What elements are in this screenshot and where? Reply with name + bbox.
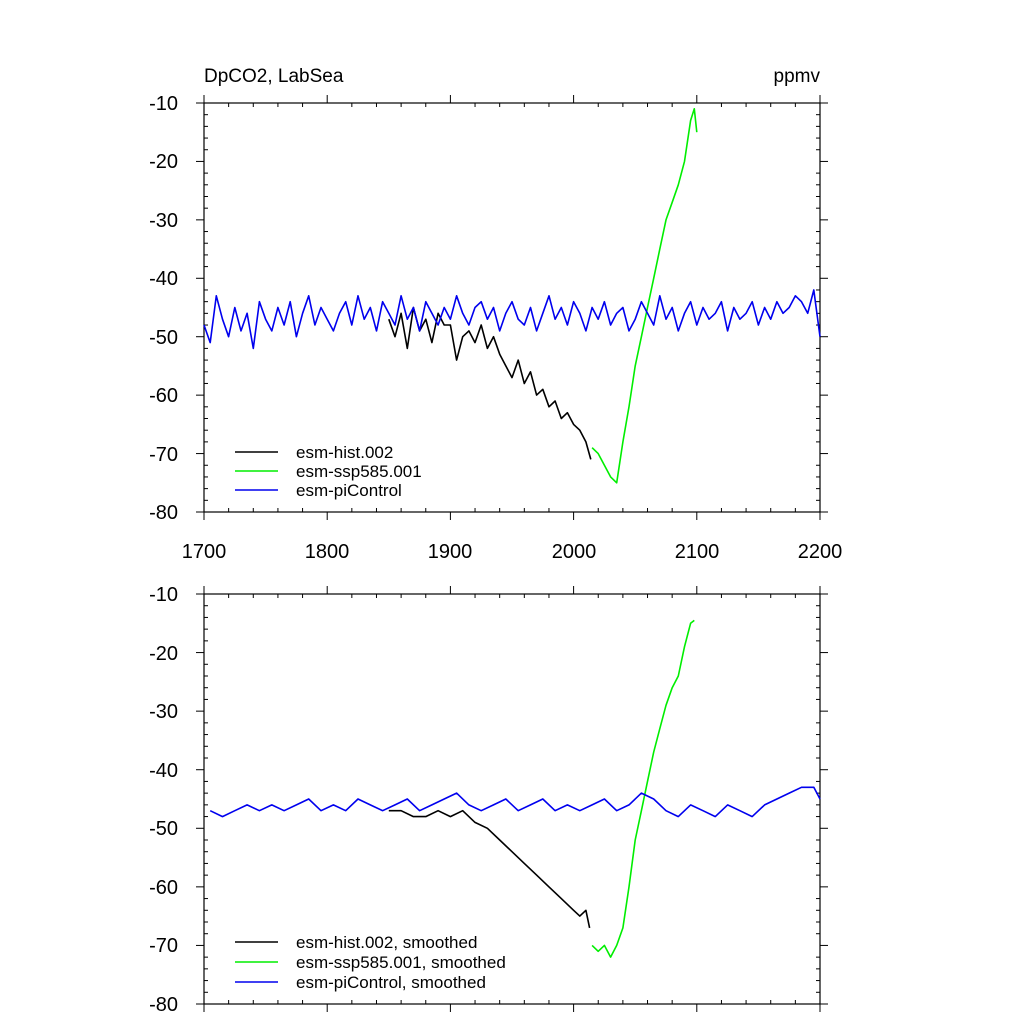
top-ytick-label: -40 (149, 268, 178, 290)
top-ytick-label: -60 (149, 385, 178, 407)
top-title: DpCO2, LabSea (204, 66, 344, 87)
bottom-ytick-label: -80 (149, 994, 178, 1016)
top-ytick-label: -50 (149, 327, 178, 349)
bottom-legend: esm-hist.002, smoothed esm-ssp585.001, s… (235, 933, 506, 992)
top-ytick-label: -10 (149, 93, 178, 115)
legend-label-esm-hist-smoothed: esm-hist.002, smoothed (296, 933, 477, 952)
top-xtick-label: 2100 (675, 541, 720, 563)
top-axis-ticks (196, 95, 828, 520)
top-panel: DpCO2, LabSea ppmv -10 -20 -30 -40 -50 -… (149, 66, 842, 563)
top-legend: esm-hist.002 esm-ssp585.001 esm-piContro… (235, 443, 422, 500)
top-series-line-esm-hist-002 (388, 306, 592, 460)
bottom-ytick-label: -60 (149, 877, 178, 899)
top-xtick-label: 2000 (552, 541, 597, 563)
top-ytick-label: -70 (149, 444, 178, 466)
legend-label-esm-hist: esm-hist.002 (296, 443, 393, 462)
legend-label-esm-picontrol: esm-piControl (296, 481, 402, 500)
bottom-ytick-label: -40 (149, 760, 178, 782)
top-xtick-label: 1700 (182, 541, 227, 563)
top-units: ppmv (774, 66, 821, 87)
top-ytick-label: -30 (149, 210, 178, 232)
top-xtick-label: 1900 (428, 541, 473, 563)
top-series-group (203, 108, 821, 484)
bottom-axis-ticks (196, 586, 828, 1012)
bottom-series-line-esm-hist-002-smoothed (388, 809, 591, 929)
legend-label-esm-ssp585-smoothed: esm-ssp585.001, smoothed (296, 953, 506, 972)
bottom-ytick-label: -20 (149, 643, 178, 665)
bottom-series-line-esm-picontrol-smoothed (209, 786, 821, 818)
top-series-line-esm-ssp585-001 (591, 108, 698, 484)
top-series-line-esm-picontrol (203, 289, 821, 350)
legend-label-esm-ssp585: esm-ssp585.001 (296, 462, 422, 481)
bottom-ytick-label: -10 (149, 584, 178, 606)
bottom-ytick-label: -30 (149, 701, 178, 723)
top-ytick-label: -20 (149, 151, 178, 173)
bottom-ytick-label: -50 (149, 818, 178, 840)
bottom-panel: -10 -20 -30 -40 -50 -60 -70 -80 esm-hist… (149, 584, 828, 1016)
top-xtick-label: 1800 (305, 541, 350, 563)
bottom-series-group (209, 619, 821, 958)
bottom-ytick-label: -70 (149, 935, 178, 957)
bottom-series-line-esm-ssp585-001-smoothed (591, 619, 695, 958)
top-xtick-label: 2200 (798, 541, 843, 563)
top-plot-frame (203, 102, 821, 513)
top-ytick-label: -80 (149, 502, 178, 524)
legend-label-esm-picontrol-smoothed: esm-piControl, smoothed (296, 973, 486, 992)
